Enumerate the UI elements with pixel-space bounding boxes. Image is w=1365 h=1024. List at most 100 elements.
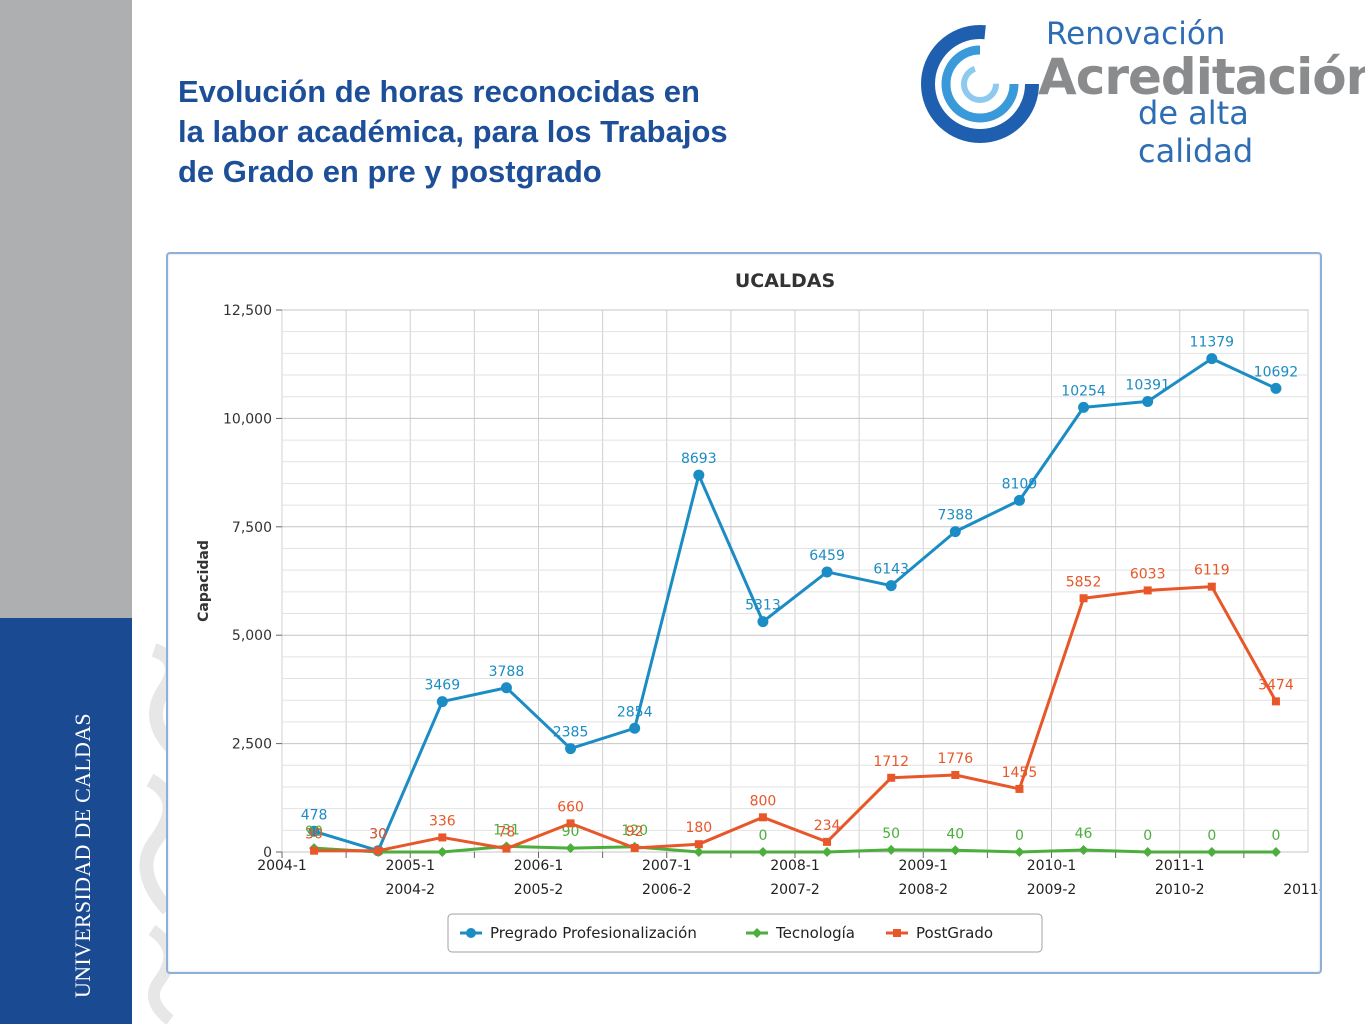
data-point [438, 833, 447, 842]
data-point [1142, 395, 1154, 407]
y-tick-label: 12,500 [223, 303, 272, 319]
x-tick-label: 2004-2 [385, 882, 435, 898]
data-point [502, 844, 511, 853]
data-point [308, 825, 320, 837]
data-label: 5852 [1066, 574, 1102, 590]
logo-swirl-icon [921, 25, 1039, 143]
legend-label: Tecnología [775, 924, 855, 942]
x-tick-label: 2005-1 [385, 858, 435, 874]
data-point [566, 819, 575, 828]
x-tick-label: 2010-1 [1027, 858, 1077, 874]
x-tick-label: 2010-2 [1155, 882, 1205, 898]
data-label: 46 [1075, 826, 1093, 842]
x-tick-label: 2007-1 [642, 858, 692, 874]
data-point [822, 847, 833, 857]
data-point [949, 526, 961, 538]
data-label: 6119 [1194, 563, 1230, 579]
logo-line-3: de alta calidad [1138, 94, 1254, 170]
data-point [1013, 494, 1025, 506]
data-label: 10692 [1254, 364, 1299, 380]
data-point [565, 843, 576, 854]
data-point [374, 846, 383, 855]
sidebar-blue-panel [0, 618, 132, 1024]
data-label: 3788 [489, 664, 525, 680]
data-point [1207, 582, 1216, 591]
data-label: 1776 [937, 751, 973, 767]
x-tick-label: 2006-2 [642, 882, 692, 898]
x-tick-label: 2004-1 [257, 858, 307, 874]
legend-marker [893, 929, 901, 937]
series-line-0 [313, 357, 1277, 853]
data-label: 800 [750, 793, 777, 809]
title-line-1: Evolución de horas reconocidas en [178, 74, 700, 109]
data-label: 7388 [937, 508, 973, 524]
data-point [630, 844, 639, 853]
data-label: 0 [758, 828, 767, 844]
data-label: 6459 [809, 548, 845, 564]
x-tick-label: 2009-1 [898, 858, 948, 874]
data-label: 30 [305, 827, 323, 843]
data-label: 478 [301, 807, 328, 823]
y-tick-label: 2,500 [232, 737, 272, 753]
data-label: 336 [429, 813, 456, 829]
logo-line-2: Acreditación [1038, 48, 1365, 106]
data-label: 30 [369, 827, 387, 843]
series-line-1 [313, 844, 1276, 854]
page-title: Evolución de horas reconocidas en la lab… [178, 72, 878, 192]
data-point [1142, 847, 1153, 857]
data-label: 10391 [1125, 377, 1170, 393]
data-label: 8109 [1002, 476, 1038, 492]
x-tick-label: 2008-1 [770, 858, 820, 874]
y-tick-label: 7,500 [232, 520, 272, 536]
data-point [1014, 847, 1025, 857]
y-tick-label: 5,000 [232, 628, 272, 644]
data-label: 11379 [1190, 335, 1235, 351]
data-point [823, 837, 832, 846]
data-point [887, 773, 896, 782]
data-label: 90 [305, 824, 323, 840]
data-label: 40 [946, 826, 964, 842]
data-label: 1712 [873, 754, 909, 770]
data-label: 120 [621, 823, 648, 839]
data-point [758, 813, 767, 822]
legend-marker [466, 928, 476, 938]
x-tick-label: 2007-2 [770, 882, 820, 898]
series-line-2 [314, 585, 1278, 853]
data-point [757, 847, 768, 857]
data-point [693, 469, 705, 481]
data-label: 234 [814, 818, 841, 834]
data-label: 3469 [424, 678, 460, 694]
y-axis-label: Capacidad [196, 540, 212, 622]
data-label: 0 [1271, 828, 1280, 844]
data-point [629, 722, 641, 734]
data-label: 180 [685, 820, 712, 836]
data-point [1078, 845, 1089, 856]
data-label: 1455 [1002, 765, 1038, 781]
title-line-2: la labor académica, para los Trabajos [178, 114, 728, 149]
legend [447, 913, 1043, 953]
y-tick-label: 10,000 [223, 411, 272, 427]
data-point [1143, 586, 1152, 595]
data-label: 0 [1143, 828, 1152, 844]
data-point [1078, 401, 1090, 413]
data-point [1270, 847, 1281, 857]
x-tick-label: 2005-2 [514, 882, 564, 898]
data-label: 6143 [873, 562, 909, 578]
data-point [821, 566, 833, 578]
legend-label: Pregrado Profesionalización [490, 924, 697, 942]
data-point [436, 696, 448, 708]
legend-marker [752, 928, 762, 938]
data-label: 78 [498, 825, 516, 841]
data-point [885, 580, 897, 592]
data-label: 660 [557, 799, 584, 815]
legend-label: PostGrado [916, 924, 993, 942]
x-tick-label: 2006-1 [514, 858, 564, 874]
logo-line-1: Renovación [1046, 16, 1226, 52]
x-tick-label: 2011-2 [1283, 882, 1320, 898]
chart-panel: 0 2,500 5,000 7,500 10,000 12,500 2004-1 2004-2… [166, 252, 1322, 974]
y-tick-label: 0 [263, 845, 272, 861]
line-chart: 0 2,500 5,000 7,500 10,000 12,500 2004-1 2004-2… [196, 270, 1320, 953]
data-point [693, 847, 704, 857]
data-label: 2854 [617, 704, 653, 720]
data-label: 5313 [745, 598, 781, 614]
